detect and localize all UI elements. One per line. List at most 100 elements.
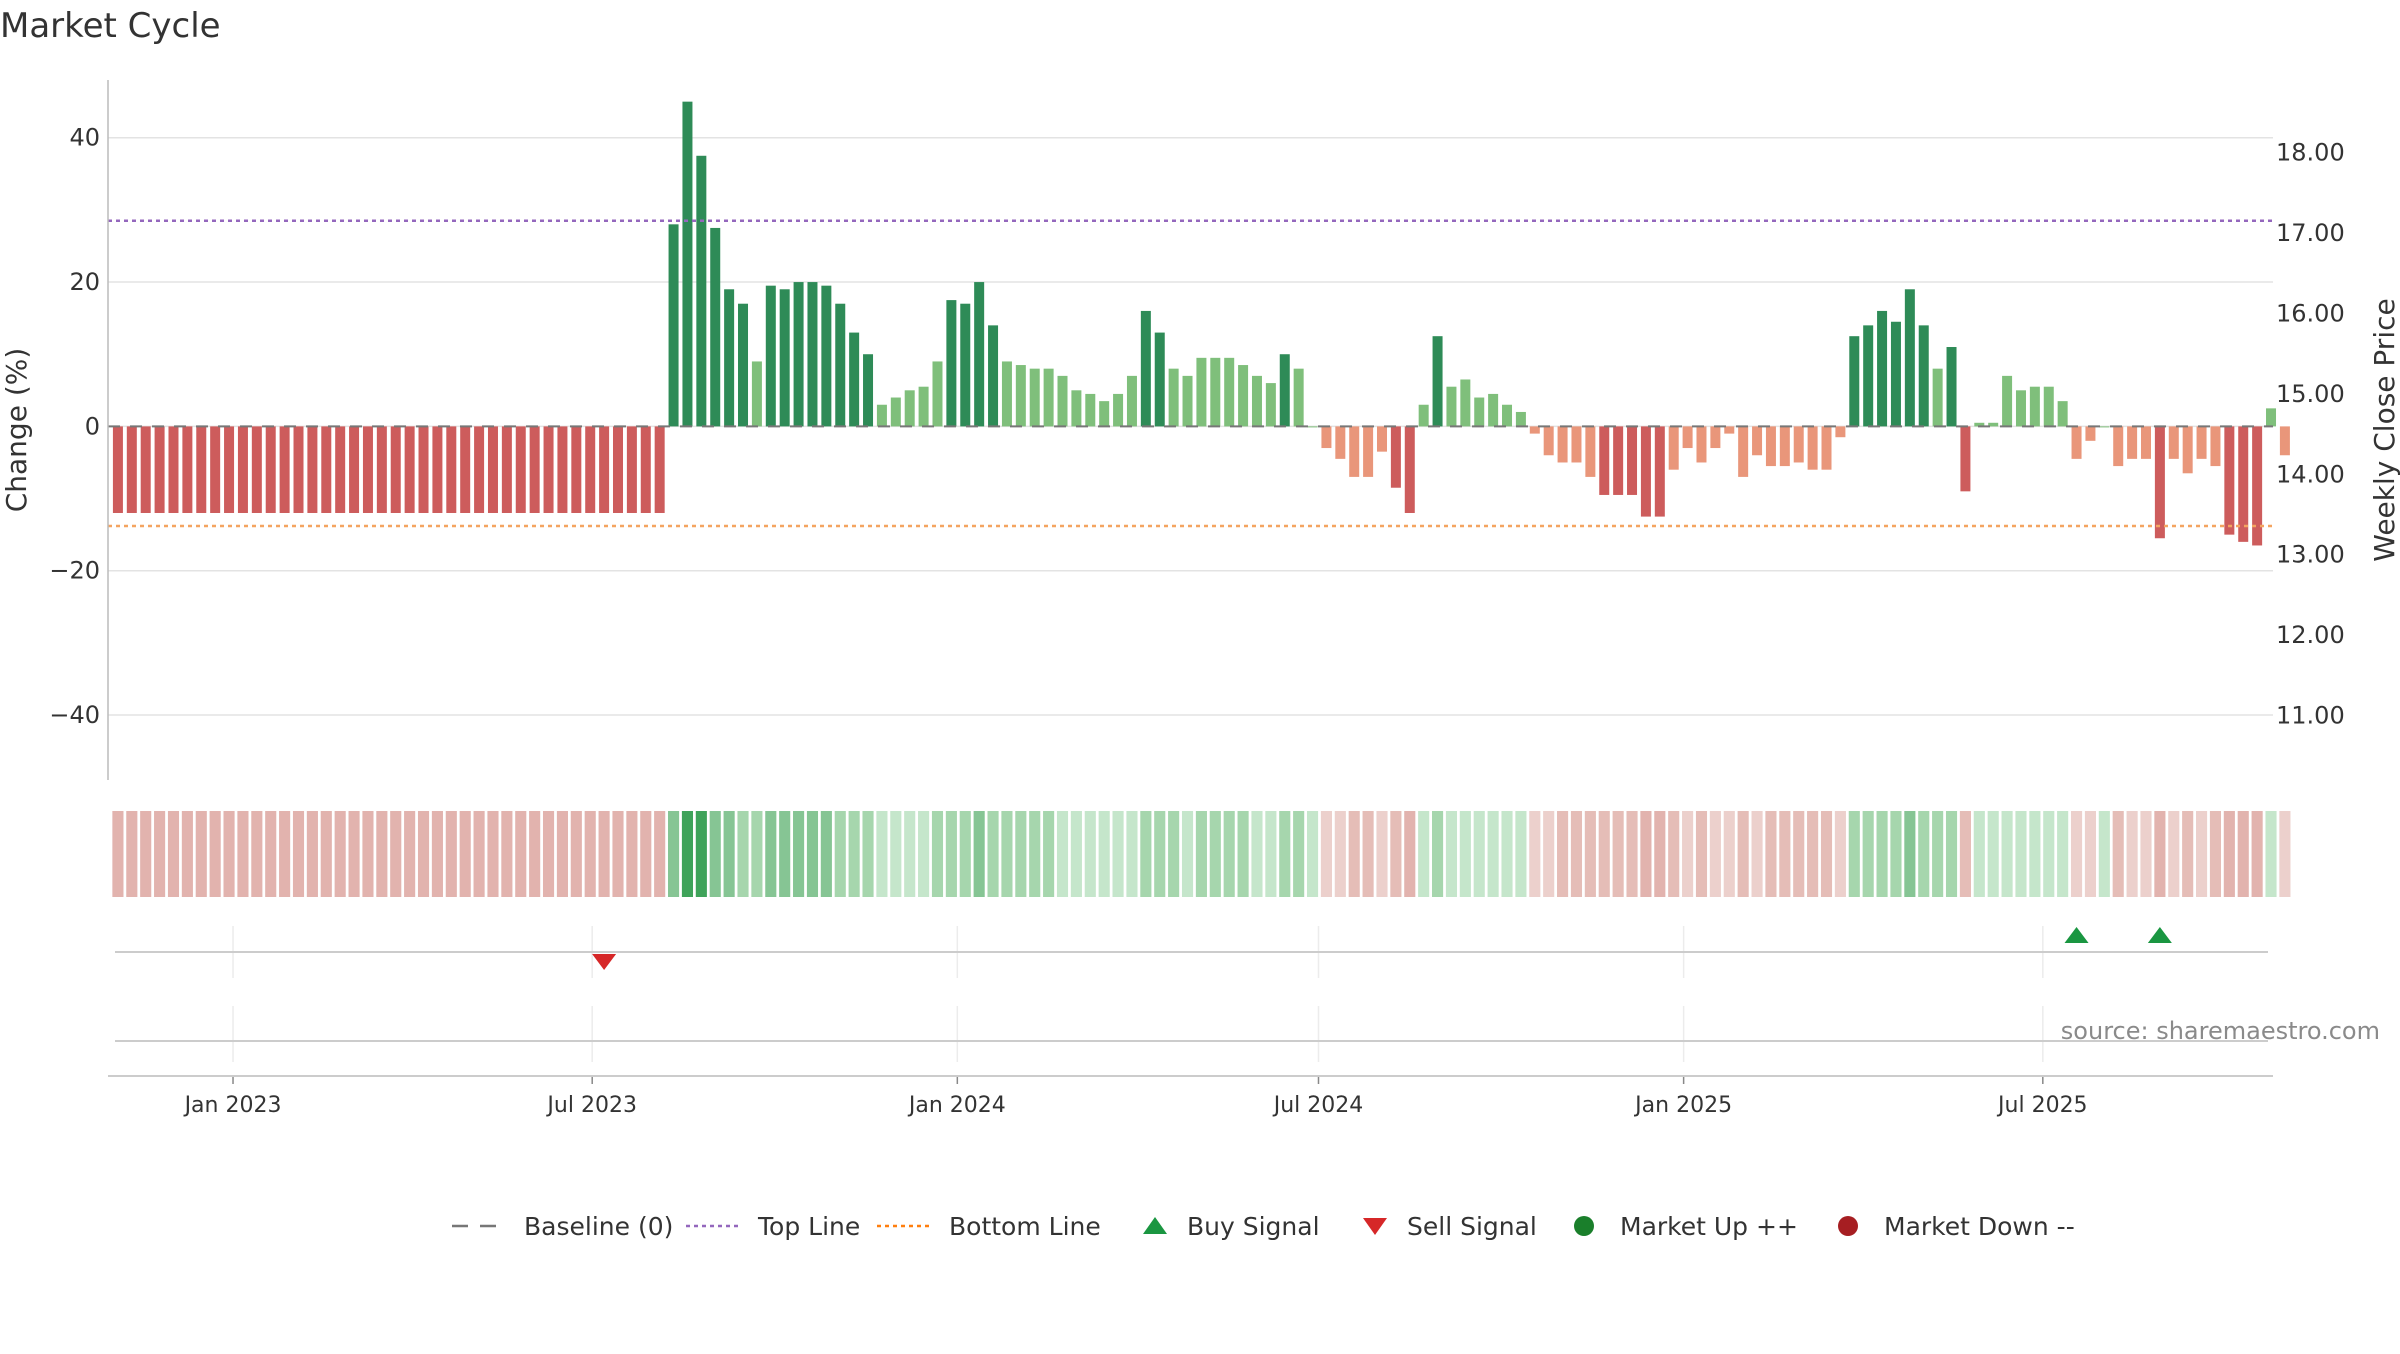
legend-circle-icon xyxy=(1838,1216,1858,1236)
heat-strip xyxy=(112,811,2291,897)
change-bar xyxy=(1863,325,1874,427)
change-bar xyxy=(1238,365,1249,427)
heat-cell xyxy=(1223,811,1235,897)
change-bar xyxy=(696,155,707,427)
change-bar xyxy=(1710,426,1721,449)
heat-cell xyxy=(1209,811,1221,897)
change-bar xyxy=(1904,289,1915,427)
y2-tick-label: 18.00 xyxy=(2276,138,2345,166)
heat-cell xyxy=(1320,811,1332,897)
heat-cell xyxy=(1376,811,1388,897)
legend-buy-icon xyxy=(1143,1217,1167,1234)
change-bar xyxy=(1446,386,1457,427)
heat-cell xyxy=(320,811,332,897)
heat-cell xyxy=(1862,811,1874,897)
change-bar xyxy=(2182,426,2193,474)
heat-cell xyxy=(2029,811,2041,897)
sell-signal-marker xyxy=(592,954,617,970)
change-bar xyxy=(1099,401,1110,427)
change-bar xyxy=(710,227,721,427)
heat-cell xyxy=(501,811,513,897)
change-bar xyxy=(1543,426,1554,456)
change-bar xyxy=(2085,426,2096,441)
change-bar xyxy=(460,426,471,513)
heat-cell xyxy=(1848,811,1860,897)
change-bar xyxy=(2154,426,2165,539)
heat-cell xyxy=(793,811,805,897)
heat-cell xyxy=(1918,811,1930,897)
heat-cell xyxy=(681,811,694,897)
change-bar xyxy=(1696,426,1707,463)
heat-cell xyxy=(404,811,416,897)
change-bar xyxy=(2224,426,2235,535)
heat-cell xyxy=(834,811,846,897)
change-bar xyxy=(446,426,457,513)
change-bar xyxy=(835,303,846,427)
heat-cell xyxy=(1945,811,1958,897)
change-bar xyxy=(210,426,221,513)
heat-cell xyxy=(1043,811,1055,897)
change-bar xyxy=(376,426,387,513)
heat-cell xyxy=(668,811,680,897)
change-bar xyxy=(599,426,610,513)
change-bar xyxy=(265,426,276,513)
change-bar xyxy=(2002,375,2013,427)
change-bar xyxy=(988,325,999,427)
change-bar xyxy=(2113,426,2124,467)
heat-cell xyxy=(1626,811,1638,897)
heat-cell xyxy=(806,811,819,897)
change-bar xyxy=(1432,336,1443,427)
change-bar xyxy=(1182,375,1193,427)
change-bar xyxy=(793,282,804,427)
heat-cell xyxy=(1126,811,1138,897)
heat-cell xyxy=(2140,811,2152,897)
change-bar xyxy=(529,426,540,513)
heat-cell xyxy=(890,811,902,897)
heat-cell xyxy=(1279,811,1291,897)
change-bar xyxy=(237,426,248,513)
change-bar xyxy=(724,289,735,427)
change-bar xyxy=(1043,368,1054,427)
change-bar xyxy=(640,426,651,513)
heat-cell xyxy=(584,811,596,897)
change-bar xyxy=(738,303,749,427)
heat-cell xyxy=(431,811,443,897)
change-bar xyxy=(2279,426,2290,456)
heat-cell xyxy=(2098,811,2110,897)
legend-label: Baseline (0) xyxy=(524,1212,673,1241)
change-bar xyxy=(1307,426,1318,428)
change-bar xyxy=(251,426,262,513)
change-bar xyxy=(1515,411,1526,427)
heat-cell xyxy=(390,811,402,897)
heat-cell xyxy=(1390,811,1402,897)
change-bar xyxy=(890,397,901,427)
y2-tick-label: 16.00 xyxy=(2276,299,2345,327)
change-bar xyxy=(1293,368,1304,427)
heat-cell xyxy=(973,811,985,897)
change-bar xyxy=(863,354,874,427)
heat-cell xyxy=(723,811,735,897)
heat-cell xyxy=(1904,811,1916,897)
signals-layer xyxy=(592,927,2172,970)
change-bar xyxy=(112,426,123,513)
change-bar xyxy=(1363,426,1374,477)
heat-cell xyxy=(2043,811,2055,897)
change-bar xyxy=(557,426,568,513)
heat-cell xyxy=(820,811,832,897)
legend-label: Top Line xyxy=(757,1212,860,1241)
change-bar xyxy=(1460,379,1471,427)
heat-cell xyxy=(154,811,166,897)
heat-cell xyxy=(112,811,124,897)
change-bar xyxy=(1321,426,1332,449)
heat-cell xyxy=(751,811,763,897)
y2-tick-label: 14.00 xyxy=(2276,460,2345,488)
heat-cell xyxy=(1668,811,1680,897)
heat-cell xyxy=(195,811,207,897)
change-bar xyxy=(2127,426,2138,459)
heat-cell xyxy=(1682,811,1694,897)
change-bar xyxy=(1918,325,1929,427)
change-bar xyxy=(1224,357,1235,427)
heat-cell xyxy=(1543,811,1555,897)
change-bar xyxy=(1682,426,1693,449)
change-bar xyxy=(585,426,596,513)
